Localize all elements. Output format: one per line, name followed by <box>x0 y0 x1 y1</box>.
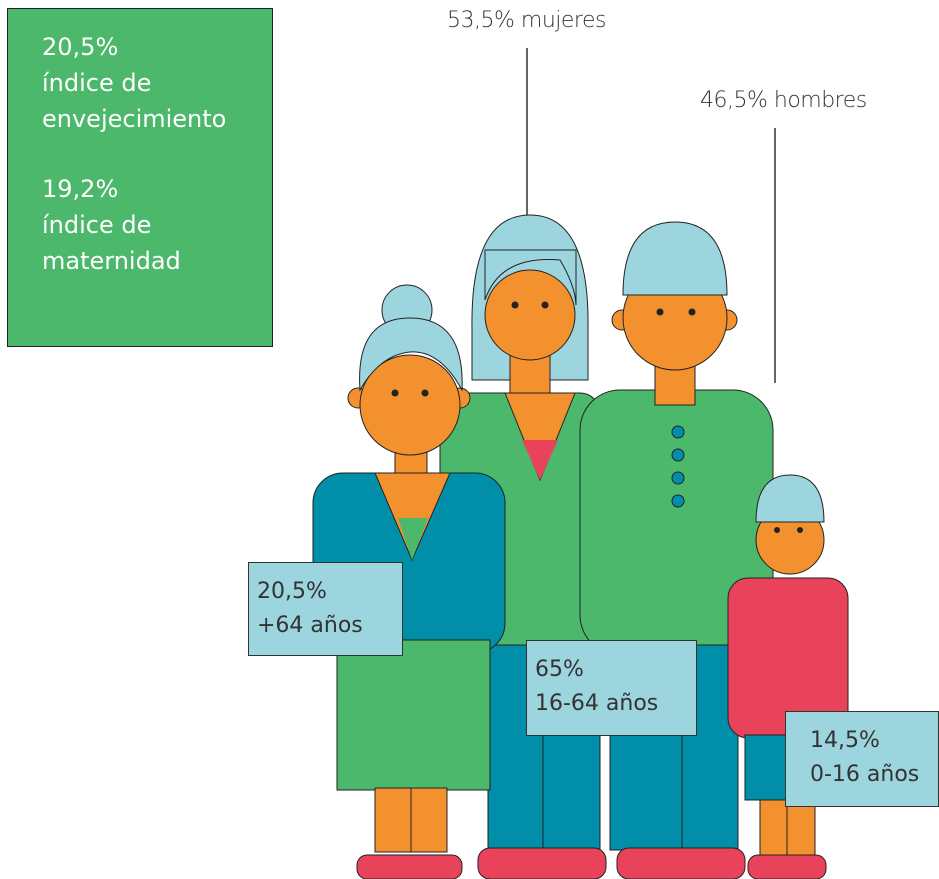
page: 20,5% índice de envejecimiento 19,2% índ… <box>0 0 939 879</box>
age-box: 20,5% +64 años <box>248 562 403 656</box>
summary-box: 20,5% índice de envejecimiento 19,2% índ… <box>7 8 273 347</box>
age-box: 65% 16-64 años <box>526 640 697 736</box>
age-label: +64 años <box>257 609 394 643</box>
maternity-value: 19,2% <box>42 171 272 207</box>
men-label: 46,5% hombres <box>700 88 867 113</box>
age-label: 0-16 años <box>810 758 930 792</box>
women-label: 53,5% mujeres <box>447 8 606 33</box>
age-box: 14,5% 0-16 años <box>785 711 939 807</box>
age-label: 16-64 años <box>535 687 688 721</box>
age-value: 65% <box>535 653 688 687</box>
aging-value: 20,5% <box>42 29 272 65</box>
aging-label: índice de envejecimiento <box>42 65 242 137</box>
age-value: 20,5% <box>257 575 394 609</box>
age-value: 14,5% <box>810 724 930 758</box>
maternity-label: índice de maternidad <box>42 207 242 279</box>
